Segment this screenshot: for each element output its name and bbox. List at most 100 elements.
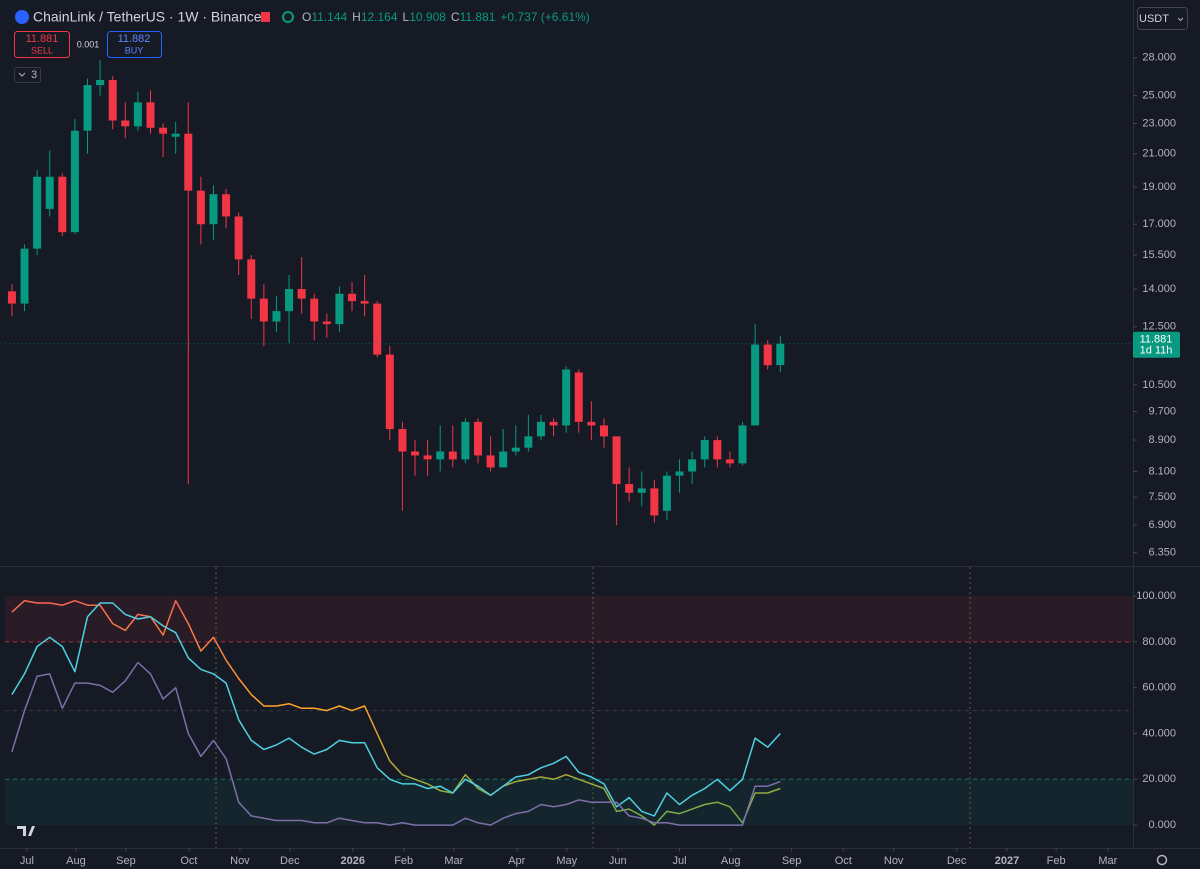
y-tick-label: 100.000 bbox=[1136, 590, 1176, 602]
candle-body bbox=[222, 194, 231, 217]
candle-body bbox=[662, 475, 671, 511]
y-tick-label: 6.350 bbox=[1148, 547, 1176, 559]
candle-body bbox=[247, 259, 256, 299]
ohlc-label: O bbox=[302, 10, 311, 24]
candle-body bbox=[574, 372, 583, 422]
candle-body bbox=[159, 127, 168, 134]
logo[interactable] bbox=[17, 826, 35, 836]
candle-body bbox=[511, 447, 520, 452]
candle-body bbox=[285, 288, 294, 312]
candle-body bbox=[133, 102, 142, 127]
candle-body bbox=[322, 321, 331, 325]
candle-body bbox=[524, 436, 533, 448]
buy-button[interactable] bbox=[107, 31, 162, 58]
candle-body bbox=[108, 79, 117, 121]
y-tick-label: 21.000 bbox=[1142, 148, 1176, 160]
change: +0.737 (+6.61%) bbox=[500, 10, 589, 24]
x-tick-label: Feb bbox=[394, 855, 413, 867]
candle-body bbox=[310, 298, 319, 322]
candle-body bbox=[713, 440, 722, 460]
ohlc-value: 11.881 bbox=[460, 10, 496, 24]
candle-body bbox=[121, 120, 130, 127]
candle-body bbox=[398, 429, 407, 452]
x-tick-label: Aug bbox=[721, 855, 741, 867]
indicators-toggle[interactable] bbox=[14, 67, 41, 83]
ohlc-row: O11.144 H12.164 L10.908 C11.881 +0.737 (+6.6… bbox=[302, 10, 590, 24]
ohlc-label: H bbox=[352, 10, 361, 24]
buy-label[interactable]: BUY bbox=[125, 45, 144, 55]
y-tick-label: 14.000 bbox=[1142, 283, 1176, 295]
x-tick-label: 2027 bbox=[995, 855, 1019, 867]
y-tick-label: 9.700 bbox=[1148, 405, 1176, 417]
candle-body bbox=[373, 303, 382, 355]
currency[interactable]: USDT bbox=[1139, 13, 1169, 25]
y-tick-label: 8.100 bbox=[1148, 465, 1176, 477]
chevron-icon bbox=[18, 72, 26, 77]
symbol-icon[interactable] bbox=[15, 10, 29, 24]
x-tick-label: Sep bbox=[116, 855, 136, 867]
x-tick-label: Nov bbox=[230, 855, 250, 867]
sell-button[interactable] bbox=[14, 31, 70, 58]
candle-body bbox=[348, 293, 357, 302]
y-tick-label: 20.000 bbox=[1142, 773, 1176, 785]
status-dot bbox=[282, 11, 294, 23]
candle-body bbox=[146, 102, 155, 128]
y-tick-label: 15.500 bbox=[1142, 249, 1176, 261]
x-tick-label: Oct bbox=[835, 855, 852, 867]
indicator-line bbox=[11, 599, 781, 826]
x-tick-label: Dec bbox=[947, 855, 967, 867]
y-tick-label: 25.000 bbox=[1142, 89, 1176, 101]
candle-body bbox=[499, 451, 508, 468]
candle-body bbox=[587, 421, 596, 426]
y-tick-label: 7.500 bbox=[1148, 491, 1176, 503]
candle-body bbox=[411, 451, 420, 456]
candle-body bbox=[599, 425, 608, 437]
candle-body bbox=[272, 311, 281, 322]
buy-price[interactable]: 11.882 bbox=[118, 33, 151, 45]
candle-body bbox=[448, 451, 457, 460]
symbol-title[interactable]: ChainLink / TetherUS · 1W · Binance bbox=[33, 9, 262, 25]
candle-body bbox=[20, 248, 29, 304]
candle-body bbox=[96, 79, 105, 86]
ohlc-value: 12.164 bbox=[361, 10, 398, 24]
x-tick-label: Aug bbox=[66, 855, 86, 867]
sell-label[interactable]: SELL bbox=[31, 45, 53, 55]
ohlc-label: L bbox=[403, 10, 410, 24]
band bbox=[5, 779, 1133, 826]
candle-body bbox=[536, 421, 545, 437]
candle-body bbox=[7, 291, 16, 304]
x-tick-label: Feb bbox=[1047, 855, 1066, 867]
indicator-line bbox=[11, 661, 781, 826]
y-tick-label: 12.500 bbox=[1142, 321, 1176, 333]
y-tick-label: 0.000 bbox=[1148, 819, 1176, 831]
x-tick-label: Mar bbox=[1098, 855, 1117, 867]
x-tick-label: 2026 bbox=[341, 855, 365, 867]
candle-body bbox=[335, 293, 344, 325]
x-tick-label: Jul bbox=[20, 855, 34, 867]
y-tick-label: 80.000 bbox=[1142, 636, 1176, 648]
candle-body bbox=[637, 488, 646, 493]
currency-select[interactable] bbox=[1137, 7, 1188, 30]
price-countdown: 1d 11h bbox=[1140, 345, 1173, 357]
candle-body bbox=[473, 421, 482, 456]
flag-icon[interactable] bbox=[261, 12, 270, 22]
settings-icon[interactable] bbox=[1156, 854, 1168, 866]
y-tick-label: 19.000 bbox=[1142, 181, 1176, 193]
y-tick-label: 23.000 bbox=[1142, 117, 1176, 129]
candle-body bbox=[184, 133, 193, 191]
x-tick-label: Mar bbox=[444, 855, 463, 867]
ohlc-value: 11.144 bbox=[311, 10, 347, 24]
candle-body bbox=[549, 421, 558, 426]
candle-body bbox=[562, 369, 571, 426]
x-tick-label: Jun bbox=[609, 855, 627, 867]
indicators-count[interactable]: 3 bbox=[31, 69, 37, 81]
sell-price[interactable]: 11.881 bbox=[26, 33, 59, 45]
candle-body bbox=[196, 190, 205, 225]
candle-body bbox=[675, 471, 684, 476]
candle-body bbox=[650, 488, 659, 516]
candle-body bbox=[33, 176, 42, 249]
candle-body bbox=[58, 176, 67, 233]
y-tick-label: 6.900 bbox=[1148, 519, 1176, 531]
x-tick-label: Oct bbox=[180, 855, 197, 867]
